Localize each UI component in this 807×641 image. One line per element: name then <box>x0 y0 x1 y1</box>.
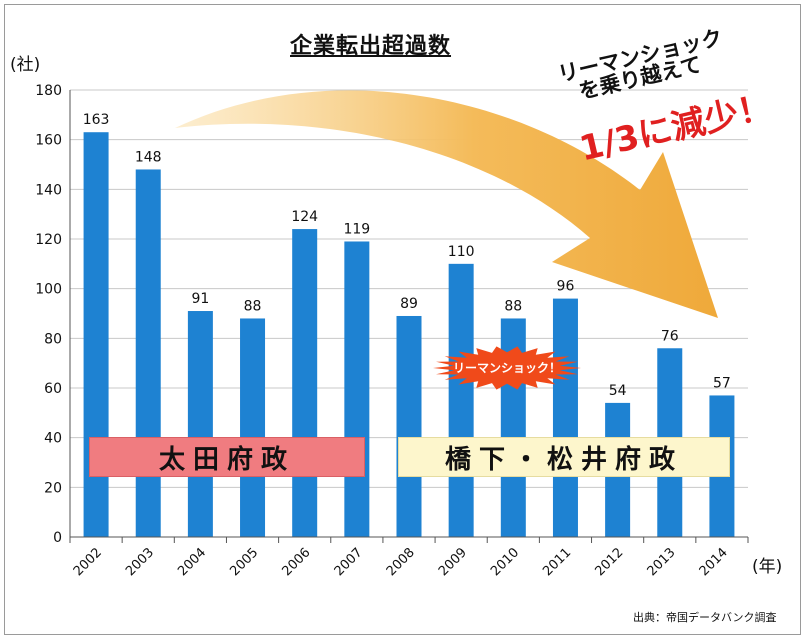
x-tick-label: 2010 <box>488 545 522 579</box>
data-label: 88 <box>504 298 522 314</box>
x-tick-label: 2002 <box>71 545 105 579</box>
bar <box>552 298 578 537</box>
y-tick-label: 120 <box>35 232 62 248</box>
data-label: 124 <box>291 209 318 225</box>
era-label-hashimoto: 橋下・松井府政 <box>398 437 730 477</box>
y-axis-unit: (社) <box>10 55 41 75</box>
x-tick-label: 2011 <box>540 545 574 579</box>
y-tick-label: 100 <box>35 282 62 298</box>
bar <box>135 169 161 537</box>
x-tick-label: 2003 <box>123 545 157 579</box>
axes <box>69 90 749 543</box>
y-tick-label: 60 <box>44 381 62 397</box>
y-tick-label: 160 <box>35 133 62 149</box>
bar <box>187 311 213 537</box>
era-label-ota: 太田府政 <box>89 437 365 477</box>
trend-arrow-shape <box>175 90 718 318</box>
bar <box>396 315 422 537</box>
data-label: 88 <box>244 298 262 314</box>
y-tick-label: 180 <box>35 83 62 99</box>
x-tick-label: 2009 <box>436 545 470 579</box>
data-label: 54 <box>609 383 627 399</box>
data-label: 89 <box>400 296 418 312</box>
y-tick-label: 20 <box>44 480 62 496</box>
y-tick-label: 40 <box>44 431 62 447</box>
chart-title: 企業転出超過数 <box>290 33 452 59</box>
x-axis-unit: (年) <box>752 557 783 577</box>
x-tick-label: 2014 <box>697 545 731 579</box>
x-tick-labels: 2002 2003 2004 2005 2006 2007 2008 2009 2010 2011… <box>71 545 731 579</box>
data-label: 110 <box>448 244 475 260</box>
source-note: 出典：帝国データバンク調査 <box>633 611 777 624</box>
y-tick-label: 140 <box>35 182 62 198</box>
bar <box>448 263 474 537</box>
data-label: 96 <box>557 279 575 295</box>
burst-label: リーマンショック！ <box>452 361 561 375</box>
bar <box>292 229 318 538</box>
data-label: 57 <box>713 375 731 391</box>
data-label: 119 <box>343 221 370 237</box>
y-tick-label: 0 <box>53 530 62 546</box>
data-label: 91 <box>191 291 209 307</box>
burst-layer <box>433 346 581 390</box>
x-tick-label: 2005 <box>227 545 261 579</box>
data-label: 76 <box>661 328 679 344</box>
x-tick-label: 2008 <box>384 545 418 579</box>
x-tick-label: 2013 <box>645 545 679 579</box>
bar <box>240 318 266 537</box>
x-tick-label: 2004 <box>175 545 209 579</box>
data-label: 163 <box>83 112 110 128</box>
y-tick-label: 80 <box>44 331 62 347</box>
x-tick-label: 2012 <box>592 545 626 579</box>
burst-shape <box>433 346 581 390</box>
x-tick-label: 2007 <box>332 545 366 579</box>
x-tick-label: 2006 <box>280 545 314 579</box>
y-tick-labels: 0 20 40 60 80 100 120 140 160 180 <box>35 83 62 546</box>
value-labels: 163 148 91 88 124 119 89 110 88 96 54 76 57 <box>83 112 731 399</box>
trend-arrow-layer <box>175 90 718 318</box>
data-label: 148 <box>135 149 162 165</box>
bar <box>344 241 370 537</box>
